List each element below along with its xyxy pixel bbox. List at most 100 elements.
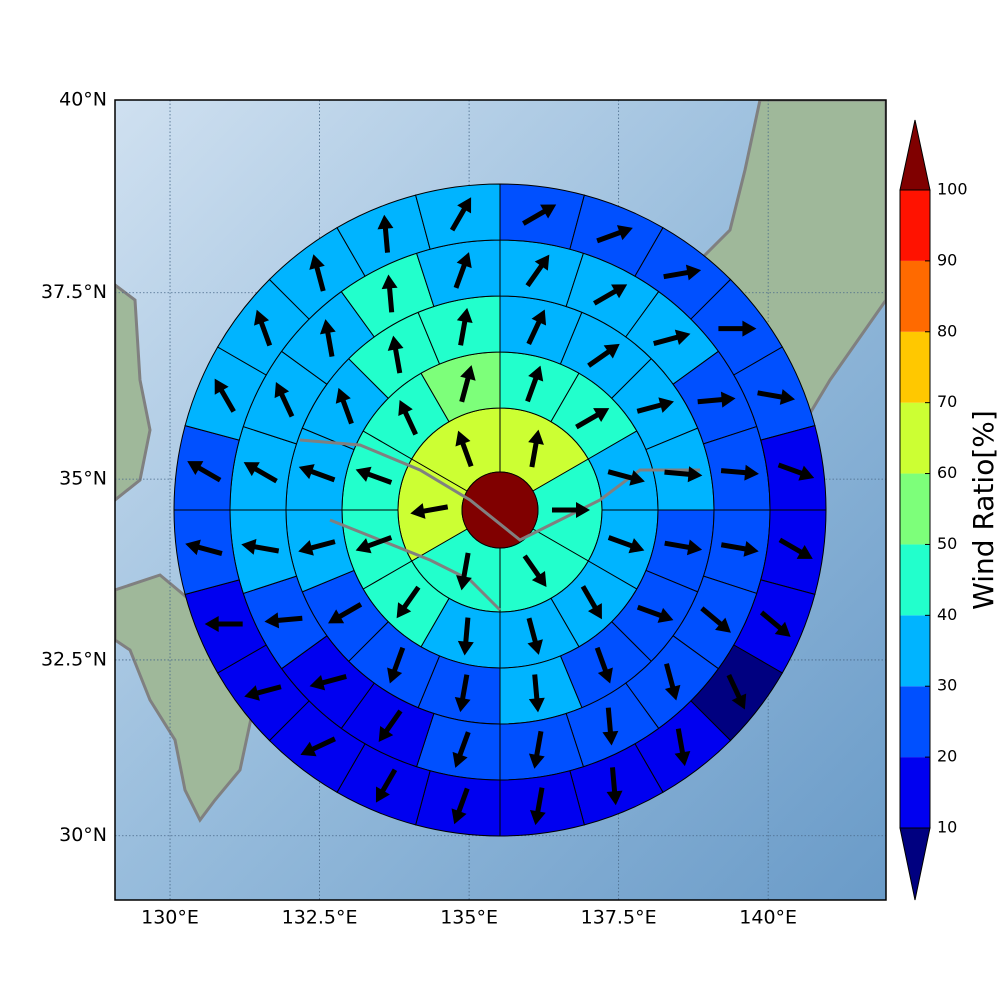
wind-arrow: [720, 464, 759, 481]
wind-arrow: [381, 274, 398, 313]
wind-arrow: [449, 197, 472, 232]
colorbar-frame: [899, 189, 931, 829]
wind-arrow: [526, 309, 547, 345]
wind-arrow: [664, 539, 703, 556]
wind-arrow: [264, 612, 303, 629]
wind-arrow: [697, 391, 736, 408]
wind-arrow: [718, 320, 757, 337]
colorbar-segment: [900, 331, 930, 403]
wind-arrow: [528, 674, 545, 713]
y-tick-label: 35°N: [59, 468, 107, 490]
colorbar-tick-label: 60: [937, 463, 957, 482]
colorbar-under: [899, 827, 931, 901]
wind-arrow: [241, 538, 280, 555]
coastline-overlay: [299, 438, 700, 612]
wind-arrow: [456, 552, 472, 591]
x-tick-label: 140°E: [739, 907, 797, 929]
wind-arrow: [664, 663, 681, 701]
wind-arrow: [300, 736, 336, 757]
colorbar: 10 20 30 40 50 60 70 80 90 100: [899, 119, 968, 901]
wind-arrow: [757, 389, 796, 405]
wind-arrow: [455, 430, 474, 468]
wind-arrow: [529, 787, 546, 826]
wind-arrow: [602, 707, 619, 746]
wind-arrow: [778, 537, 813, 559]
wind-arrow: [528, 730, 545, 769]
wind-arrow: [185, 539, 223, 556]
wind-arrow: [451, 787, 470, 825]
colorbar-tick-label: 70: [937, 392, 957, 411]
wind-arrow: [378, 709, 403, 743]
wind-arrow: [452, 731, 471, 768]
wind-arrow: [525, 254, 550, 288]
wind-arrow: [759, 610, 791, 637]
wind-arrow: [596, 225, 633, 244]
wind-arrow: [298, 539, 336, 556]
wind-arrow: [528, 429, 544, 468]
colorbar-segment: [900, 190, 930, 261]
wind-arrow: [653, 329, 691, 346]
wind-arrow: [664, 466, 703, 483]
x-tick-label: 132.5°E: [282, 907, 358, 929]
y-tick-label: 30°N: [59, 824, 107, 846]
colorbar-label: Wind Ratio[%]: [967, 410, 1000, 610]
wind-arrow: [355, 535, 393, 554]
wind-arrow: [720, 541, 759, 557]
wind-arrow: [243, 462, 278, 484]
wind-arrow: [674, 728, 691, 767]
wind-arrow: [309, 254, 326, 292]
colorbar-segment: [900, 260, 930, 332]
wind-arrow: [700, 606, 731, 633]
colorbar-over: [899, 119, 931, 191]
wind-arrow: [525, 365, 544, 403]
wind-cell: [499, 183, 585, 250]
y-tick-label: 37.5°N: [41, 281, 107, 303]
wind-arrow: [607, 469, 645, 486]
axes-frame: [114, 99, 887, 901]
x-tick-label: 137.5°E: [581, 907, 657, 929]
wind-arrow: [244, 684, 282, 701]
axis-ticks: 130°E 132.5°E 135°E 137.5°E 140°E 30°N 32.5°N 3…: [41, 89, 797, 929]
wind-arrow: [607, 535, 645, 554]
colorbar-tick-label: 90: [937, 250, 957, 269]
wind-arrow: [454, 674, 471, 713]
x-tick-label: 130°E: [141, 907, 199, 929]
wind-arrow: [328, 602, 363, 624]
wind-cell: [499, 770, 585, 837]
colorbar-segment: [900, 473, 930, 545]
wind-arrow: [580, 585, 602, 620]
wind-arrow: [319, 319, 336, 358]
wind-arrow: [298, 464, 336, 483]
wind-arrow: [777, 462, 815, 481]
wind-arrow: [526, 617, 543, 655]
wind-arrow: [459, 365, 476, 403]
colorbar-segment: [900, 544, 930, 616]
wind-arrow: [377, 214, 394, 253]
wind-arrow: [522, 204, 557, 226]
coastline: [299, 438, 700, 542]
colorbar-tick-label: 50: [937, 534, 957, 553]
wind-arrow: [587, 343, 620, 368]
x-tick-label: 135°E: [440, 907, 498, 929]
wind-cells: [173, 183, 827, 837]
wind-arrow: [387, 646, 406, 684]
wind-arrow: [593, 284, 628, 306]
colorbar-tick-label: 80: [937, 321, 957, 340]
wind-arrow: [387, 335, 404, 374]
wind-arrow: [636, 397, 674, 414]
wind-arrow: [636, 604, 674, 623]
wind-arrow: [663, 264, 702, 281]
wind-arrows: [185, 197, 815, 826]
colorbar-tick-label: 100: [937, 180, 968, 199]
wind-cell: [415, 770, 501, 837]
colorbar-tick-label: 30: [937, 676, 957, 695]
wind-arrow: [254, 309, 273, 347]
wind-arrow: [396, 585, 421, 619]
wind-arrow: [187, 461, 222, 483]
wind-arrow: [552, 502, 590, 518]
wind-arrow: [204, 616, 243, 633]
wind-arrow: [355, 466, 393, 485]
wind-arrow: [606, 767, 623, 806]
wind-arrow: [335, 387, 354, 425]
